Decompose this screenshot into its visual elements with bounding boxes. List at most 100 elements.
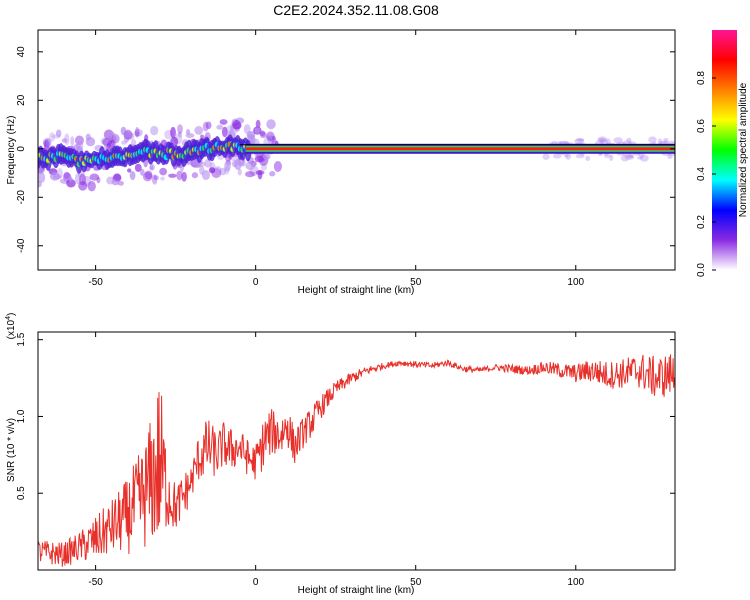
snr-y-tick-label: 1.5	[16, 332, 27, 346]
heatmap-cell	[575, 153, 585, 159]
spectrogram-panel: -50 0 50 100 -40 -20 0 20 40 Height of straight…	[6, 29, 676, 296]
heatmap-cell	[605, 138, 611, 145]
heatmap-cell	[597, 136, 608, 142]
heatmap-cell	[624, 155, 634, 160]
spectrogram-y-label: Frequency (Hz)	[6, 116, 17, 185]
heatmap-cell	[201, 170, 211, 181]
heatmap-cell	[108, 131, 116, 138]
heatmap-cell	[266, 119, 276, 130]
heatmap-cell	[123, 131, 130, 143]
heatmap-cell	[123, 129, 132, 138]
heatmap-cell	[150, 125, 159, 136]
heatmap-cell	[639, 154, 649, 162]
snr-x-tick-label: 50	[410, 577, 422, 588]
heatmap-cell	[254, 155, 264, 163]
heatmap-cell	[216, 124, 224, 130]
heatmap-cell	[134, 127, 140, 138]
snr-x-ticks: -50 0 50 100	[88, 332, 585, 588]
heatmap-cell	[89, 173, 100, 181]
heatmap-cell	[78, 181, 88, 191]
heatmap-cell	[254, 127, 261, 134]
heatmap-cell	[159, 167, 168, 176]
spectrogram-x-tick-label: 50	[410, 277, 422, 288]
colorbar-label: Normalized spectral amplitude	[738, 82, 749, 217]
colorbar-tick-label: 0.4	[696, 167, 707, 181]
heatmap-cell	[38, 172, 46, 183]
heatmap-cell	[564, 153, 569, 158]
heatmap-cell	[585, 155, 591, 162]
heatmap-cell	[74, 173, 82, 185]
heatmap-cell	[267, 135, 276, 144]
spectrogram-frame	[37, 29, 676, 271]
heatmap-cell	[168, 173, 177, 178]
heatmap-cell	[577, 138, 585, 142]
heatmap-cell	[106, 142, 111, 152]
spectrogram-x-label: Height of straight line (km)	[298, 285, 415, 296]
spectrogram-y-tick-label: -20	[16, 190, 27, 205]
heatmap-cell	[79, 173, 86, 186]
figure-title: C2E2.2024.352.11.08.G08	[273, 2, 439, 18]
heatmap-cell	[241, 158, 246, 167]
heatmap-cell	[185, 133, 195, 138]
heatmap-cell	[208, 167, 216, 174]
heatmap-cell	[134, 128, 143, 137]
heatmap-cell	[160, 176, 165, 181]
colorbar-scale	[712, 30, 737, 270]
heatmap-cell	[49, 132, 55, 142]
heatmap-cell	[575, 138, 584, 142]
heatmap-cell	[637, 156, 644, 160]
heatmap-cell	[663, 138, 669, 143]
heatmap-cell	[191, 172, 199, 179]
colorbar-tick-label: 0.2	[696, 215, 707, 229]
heatmap-cell	[127, 168, 132, 173]
colorbar-tick-label: 0.8	[696, 71, 707, 85]
svg-text:(x104): (x104)	[5, 313, 17, 340]
heatmap-cell	[221, 126, 228, 138]
heatmap-cell	[574, 138, 584, 145]
heatmap-cell	[627, 154, 634, 159]
snr-y-ticks: 0.5 1.0 1.5	[16, 332, 675, 500]
snr-scale-factor: (x104)	[5, 313, 17, 340]
heatmap-cell	[107, 140, 116, 149]
heatmap-cell	[153, 175, 159, 181]
heatmap-cell	[597, 138, 607, 142]
heatmap-cell	[68, 176, 73, 182]
heatmap-cell	[604, 153, 611, 159]
heatmap-cell	[223, 165, 230, 175]
heatmap-cell	[129, 171, 136, 181]
spectrogram-y-tick-label: 0	[16, 146, 27, 152]
heatmap-cell	[181, 171, 187, 182]
snr-x-tick-label: -50	[88, 577, 103, 588]
heatmap-cell	[255, 119, 261, 129]
spectrogram-x-ticks: -50 0 50 100	[88, 30, 585, 288]
colorbar-ticks: 0.0 0.2 0.4 0.6 0.8	[696, 71, 716, 277]
heatmap-cell	[177, 124, 183, 134]
spectrogram-y-tick-label: -40	[16, 238, 27, 253]
heatmap-cell	[199, 134, 205, 139]
heatmap-cell	[111, 178, 120, 186]
heatmap-cell	[144, 170, 153, 180]
heatmap-cell	[205, 121, 212, 130]
heatmap-cell	[598, 139, 609, 144]
heatmap-cell	[214, 166, 222, 175]
spectrogram-x-tick-label: 0	[253, 277, 259, 288]
heatmap-cell	[204, 158, 212, 168]
heatmap-cell	[121, 140, 127, 145]
heatmap-cell	[134, 163, 142, 173]
heatmap-cell	[259, 131, 266, 138]
heatmap-cell	[219, 119, 228, 125]
snr-x-tick-label: 0	[253, 577, 259, 588]
heatmap-cell	[542, 153, 550, 160]
snr-y-tick-label: 0.5	[16, 486, 27, 500]
colorbar: 0.0 0.2 0.4 0.6 0.8 Normalized spectral ampl…	[696, 30, 749, 277]
snr-x-label: Height of straight line (km)	[298, 585, 415, 596]
heatmap-cell	[64, 133, 70, 145]
heatmap-cell	[600, 138, 605, 145]
heatmap-cell	[609, 154, 614, 161]
heatmap-cell	[87, 180, 96, 192]
heatmap-cell	[46, 137, 51, 147]
heatmap-cell	[626, 137, 632, 144]
snr-y-label: SNR (10 * v/v)	[6, 418, 17, 482]
heatmap-cell	[196, 162, 201, 169]
